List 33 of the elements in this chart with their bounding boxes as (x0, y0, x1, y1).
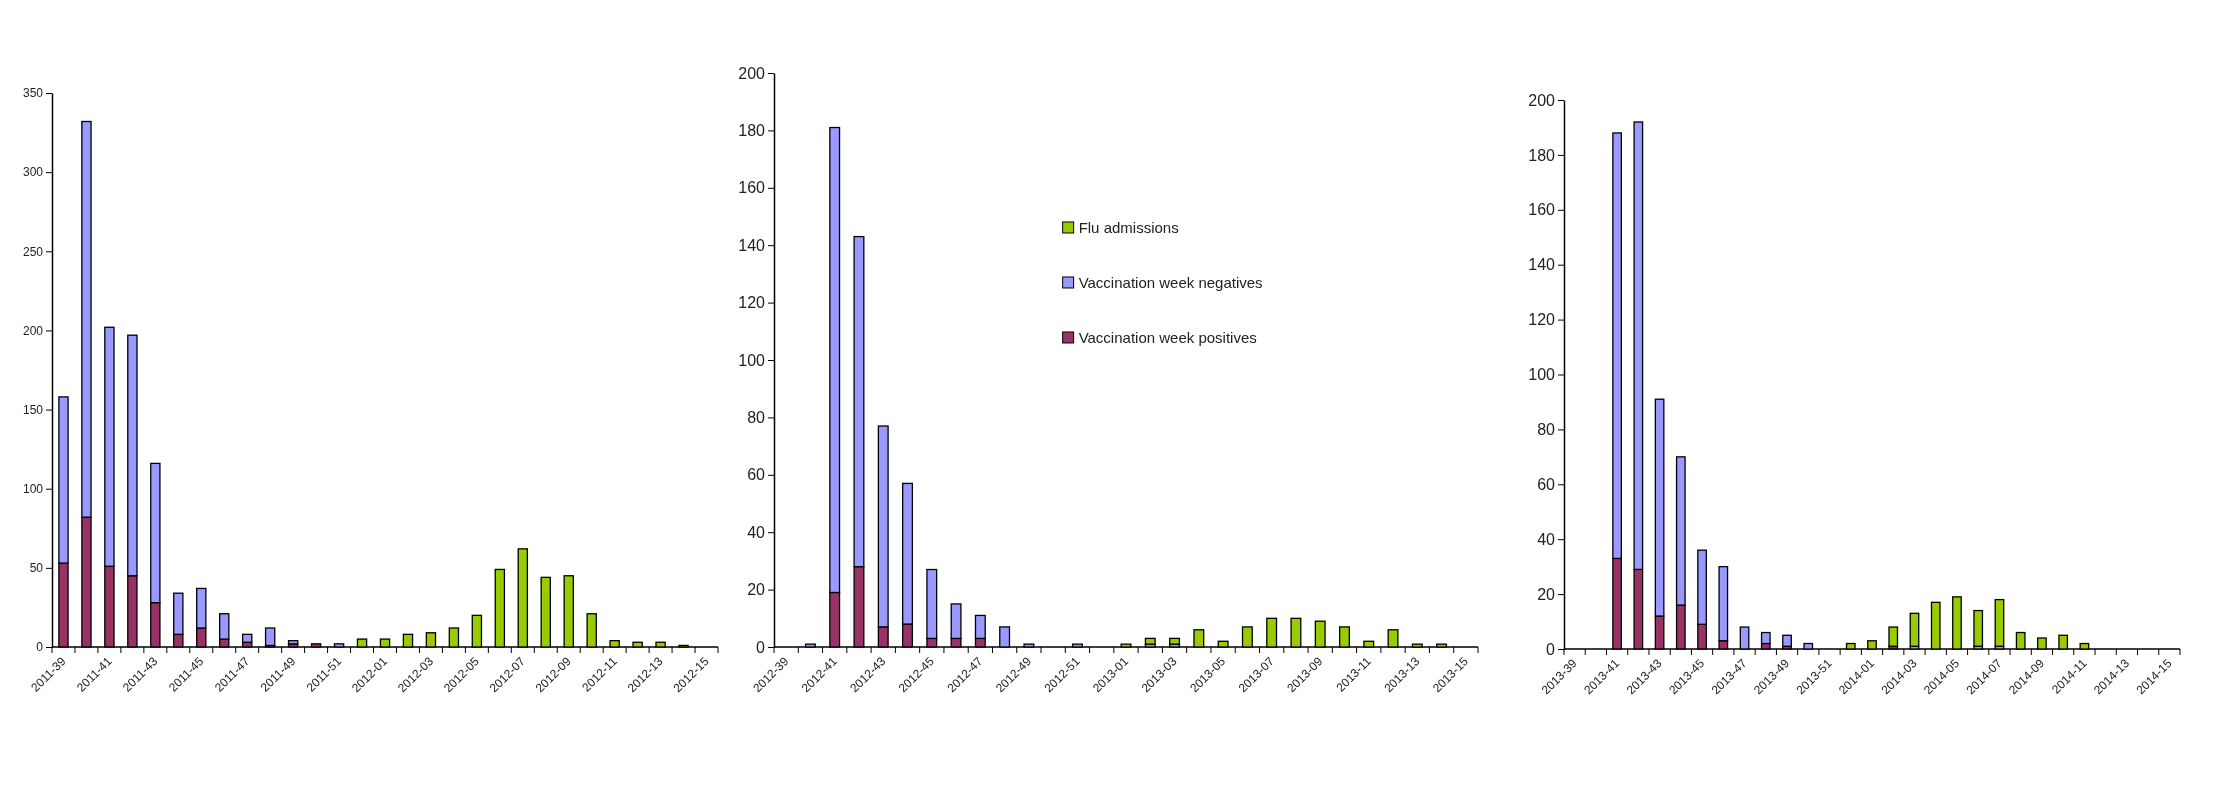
y-tick-label: 200 (22, 323, 44, 338)
y-tick-label: 150 (22, 402, 44, 417)
legend-label: Vaccination week negatives (1078, 274, 1263, 292)
y-tick-label: 200 (738, 64, 766, 82)
y-tick-label: 100 (22, 482, 44, 497)
y-tick-label: 0 (756, 638, 766, 656)
y-tick-label: 160 (738, 179, 766, 197)
y-tick-label: 100 (738, 351, 766, 369)
y-tick-label: 40 (747, 523, 766, 541)
y-tick-label: 200 (1528, 91, 1556, 109)
y-tick-label: 250 (22, 244, 44, 259)
y-tick-label: 60 (1537, 475, 1556, 493)
legend-label: Vaccination week positives (1078, 329, 1257, 347)
y-tick-label: 140 (738, 236, 766, 254)
legend-label: Flu admissions (1078, 219, 1179, 237)
y-tick-label: 60 (747, 466, 766, 484)
y-tick-label: 0 (1546, 640, 1556, 658)
y-tick-label: 300 (22, 165, 44, 180)
y-tick-label: 160 (1528, 201, 1556, 219)
y-tick-label: 350 (22, 86, 44, 101)
y-tick-label: 0 (36, 640, 44, 655)
y-tick-label: 40 (1537, 530, 1556, 548)
y-tick-label: 80 (747, 409, 766, 427)
y-tick-label: 180 (738, 122, 766, 140)
y-tick-label: 120 (738, 294, 766, 312)
y-tick-label: 120 (1528, 311, 1556, 329)
y-tick-label: 180 (1528, 146, 1556, 164)
y-tick-label: 50 (29, 561, 44, 576)
y-tick-label: 100 (1528, 366, 1556, 384)
y-tick-label: 80 (1537, 421, 1556, 439)
y-tick-label: 20 (747, 581, 766, 599)
y-tick-label: 140 (1528, 256, 1556, 274)
y-tick-label: 20 (1537, 585, 1556, 603)
